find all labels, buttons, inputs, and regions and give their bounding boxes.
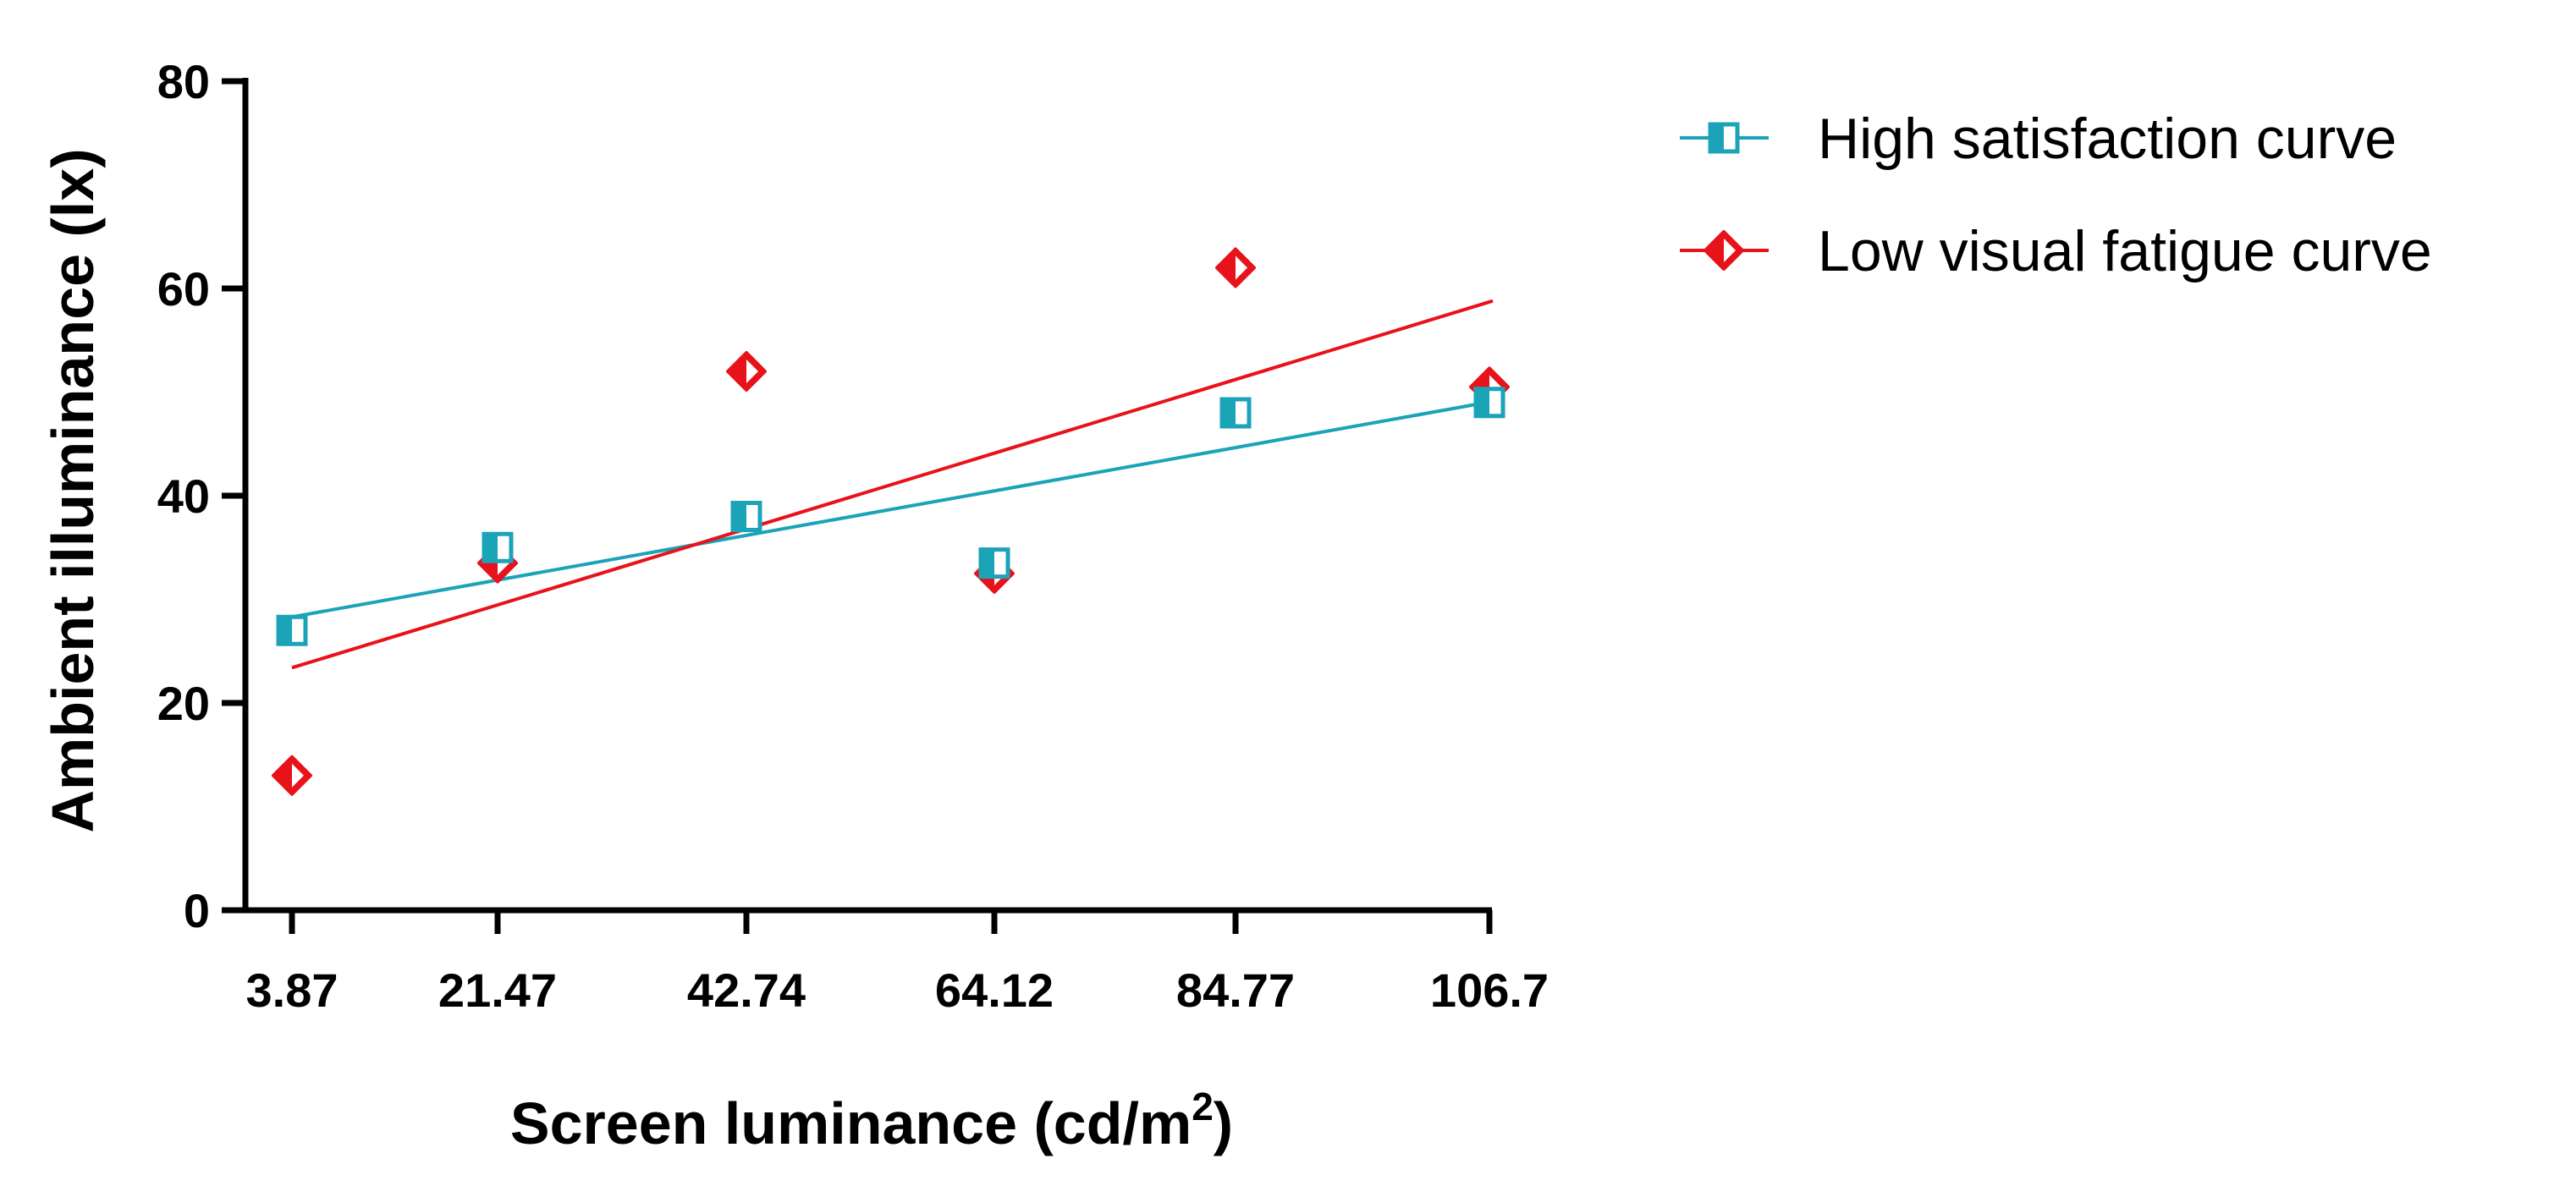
x-tick-label: 3.87	[246, 964, 339, 1017]
high-satisfaction-point	[482, 531, 514, 563]
trendlines	[291, 299, 1494, 670]
y-tick-label: 60	[157, 262, 210, 316]
x-tick-labels: 3.87 21.47 42.74 64.12 84.77 106.7	[246, 964, 1549, 1017]
y-axis-title: Ambient illuminance (lx)	[40, 149, 106, 833]
y-tick-label: 0	[184, 884, 210, 937]
high-satisfaction-point	[1219, 397, 1252, 429]
low-visual-fatigue-trendline	[291, 299, 1494, 670]
x-tick-label: 21.47	[438, 964, 557, 1017]
x-tick-label: 42.74	[687, 964, 806, 1017]
y-tick-labels: 0 20 40 60 80	[157, 55, 210, 937]
high-satisfaction-point	[978, 547, 1010, 579]
legend: High satisfaction curve Low visual fatigu…	[1680, 107, 2432, 283]
x-axis-title-superscript: 2	[1192, 1084, 1214, 1128]
x-tick-label: 64.12	[935, 964, 1054, 1017]
legend-diamond-marker	[1704, 230, 1744, 271]
high-satisfaction-point	[1473, 387, 1505, 419]
high-satisfaction-point	[276, 614, 308, 646]
legend-item-high-satisfaction: High satisfaction curve	[1680, 107, 2397, 171]
high-satisfaction-trendline	[291, 399, 1494, 619]
y-tick-label: 20	[157, 677, 210, 730]
legend-label: High satisfaction curve	[1818, 107, 2397, 171]
legend-square-marker	[1708, 122, 1740, 154]
low-visual-fatigue-point	[272, 755, 312, 796]
axes	[222, 78, 1493, 934]
low-visual-fatigue-point	[1215, 247, 1256, 288]
legend-label: Low visual fatigue curve	[1818, 219, 2432, 283]
y-tick-label: 80	[157, 55, 210, 108]
low-visual-fatigue-point	[726, 351, 767, 392]
x-tick-label: 84.77	[1176, 964, 1295, 1017]
x-axis-title: Screen luminance (cd/m2)	[510, 1084, 1233, 1156]
y-tick-label: 40	[157, 469, 210, 523]
x-tick-label: 106.7	[1430, 964, 1549, 1017]
high-satisfaction-point	[730, 501, 762, 532]
legend-item-low-visual-fatigue: Low visual fatigue curve	[1680, 219, 2432, 283]
markers	[272, 247, 1510, 796]
